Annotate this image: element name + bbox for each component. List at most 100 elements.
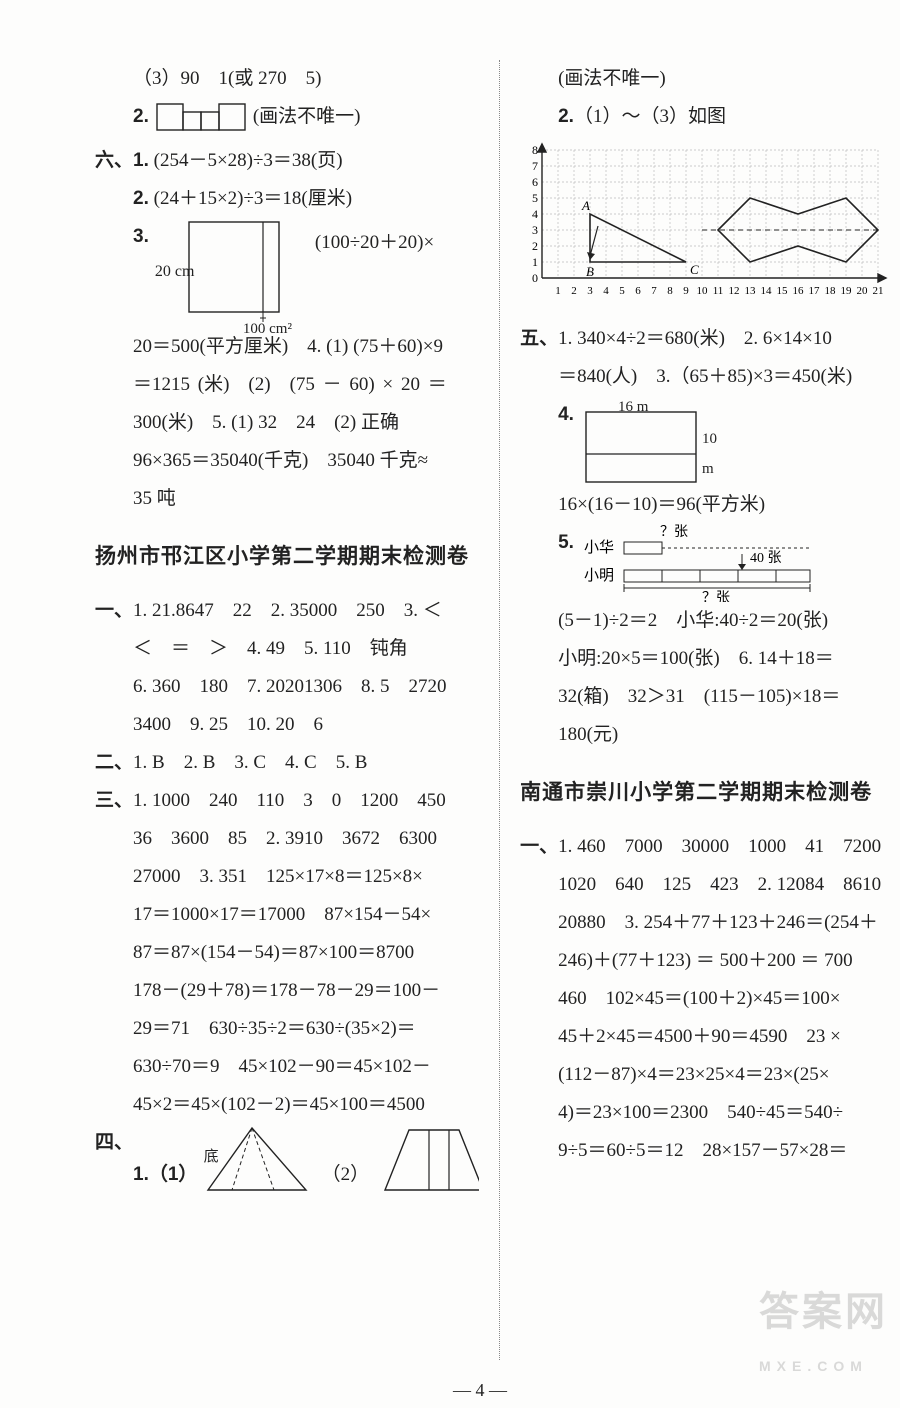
rect-diagram: 16 m 10 m [582, 396, 722, 486]
svg-text:2: 2 [571, 285, 577, 297]
svg-text:12: 12 [729, 285, 740, 297]
svg-text:4: 4 [603, 285, 609, 297]
text: ＜ ＝ ＞ 4. 49 5. 110 钝角 [133, 630, 479, 668]
label: 3. [133, 218, 149, 256]
text: 20880 3. 254＋77＋123＋246＝(254＋ [558, 904, 890, 942]
svg-text:？张: ？张 [660, 524, 688, 540]
grid-figure: A B C 012345678 123456789101112131415161… [520, 142, 890, 312]
text: 29＝71 630÷35÷2＝630÷(35×2)＝ [133, 1010, 479, 1048]
svg-text:21: 21 [873, 285, 884, 297]
area-label: 100 cm² [243, 314, 292, 344]
text: 45＋2×45＝4500＋90＝4590 23 × [558, 1018, 890, 1056]
left-column: （3）90 1(或 270 5) 2. (画法不唯一) 六、 1. 1. (25… [95, 60, 479, 1360]
text: 1. B 2. B 3. C 4. C 5. B [133, 744, 479, 782]
text: (画法不唯一) [520, 60, 890, 98]
text: 1. 340×4÷2＝680(米) 2. 6×14×10 [558, 320, 890, 358]
svg-text:19: 19 [841, 285, 853, 297]
exam-title-nantong: 南通市崇川小学第二学期期末检测卷 [520, 772, 890, 814]
base-label: 底 [204, 1142, 219, 1172]
svg-text:5: 5 [532, 191, 538, 205]
section-one-label-n: 一、 [520, 828, 558, 1170]
text: 16×(16－10)＝96(平方米) [558, 486, 890, 524]
svg-text:20: 20 [857, 285, 869, 297]
label: （2） [322, 1156, 370, 1194]
text: 小明:20×5＝100(张) 6. 14＋18＝ [558, 640, 890, 678]
gridlines [542, 150, 878, 278]
text: 32(箱) 32＞31 (115－105)×18＝ [558, 678, 890, 716]
text: 3400 9. 25 10. 20 6 [133, 706, 479, 744]
text: 6. 360 180 7. 20201306 8. 5 2720 [133, 668, 479, 706]
square-diagram: 20 cm 100 cm² [157, 218, 307, 328]
section-two-label: 二、 [95, 744, 133, 782]
svg-text:3: 3 [587, 285, 593, 297]
section-six-label: 六、 [95, 142, 133, 518]
section-one-label: 一、 [95, 592, 133, 744]
text: 1020 640 125 423 2. 12084 8610 [558, 866, 890, 904]
svg-text:13: 13 [745, 285, 757, 297]
label: 2. [133, 98, 149, 136]
text: 17＝1000×17＝17000 87×154－54× [133, 896, 479, 934]
text: ＝840(人) 3.（65＋85)×3＝450(米) [558, 358, 890, 396]
text: 300(米) 5. (1) 32 24 (2) 正确 [133, 404, 479, 442]
svg-text:0: 0 [532, 271, 538, 285]
section-five-label: 五、 [520, 320, 558, 754]
svg-text:2: 2 [532, 239, 538, 253]
label: 1.（1） [133, 1156, 192, 1194]
svg-text:1: 1 [532, 255, 538, 269]
text: 27000 3. 351 125×17×8＝125×8× [133, 858, 479, 896]
text: 178－(29＋78)＝178－78－29＝100－ [133, 972, 479, 1010]
svg-text:6: 6 [532, 175, 538, 189]
svg-text:7: 7 [532, 159, 538, 173]
text: 1. 1. (254－5×28)÷3＝38(页)(254－5×28)÷3＝38(… [133, 142, 479, 180]
pentomino-shape-icon [155, 102, 247, 132]
svg-text:11: 11 [713, 285, 724, 297]
svg-text:10: 10 [697, 285, 709, 297]
text: 1. 460 7000 30000 1000 41 7200 [558, 828, 890, 866]
text: (5－1)÷2＝2 小华:40÷2＝20(张) [558, 602, 890, 640]
text: 1. 1000 240 110 3 0 1200 450 [133, 782, 479, 820]
triangle-diagram-icon: 底 [202, 1124, 312, 1194]
svg-text:5: 5 [619, 285, 625, 297]
text: 20＝500(平方厘米) 4. (1) (75＋60)×9 [133, 328, 479, 366]
svg-text:6: 6 [635, 285, 641, 297]
section-four-label: 四、 [95, 1124, 133, 1162]
svg-text:4: 4 [532, 207, 538, 221]
text: 460 102×45＝(100＋2)×45＝100× [558, 980, 890, 1018]
page-number: — 4 — [95, 1372, 865, 1408]
trapezoid-diagram-icon [379, 1124, 479, 1194]
text: 1. 21.8647 22 2. 35000 250 3. ＜ [133, 592, 479, 630]
text: 4)＝23×100＝2300 540÷45＝540÷ [558, 1094, 890, 1132]
svg-text:1: 1 [555, 285, 561, 297]
label: 4. [558, 396, 574, 434]
svg-text:9: 9 [683, 285, 689, 297]
right-column: (画法不唯一) 2.（1）～（3）如图 [520, 60, 890, 1360]
svg-text:小华: 小华 [584, 539, 614, 556]
svg-text:14: 14 [761, 285, 773, 297]
svg-text:A: A [581, 198, 590, 213]
text: 2. (24＋15×2)÷3＝18(厘米) [133, 180, 479, 218]
text: 630÷70＝9 45×102－90＝45×102－ [133, 1048, 479, 1086]
text: 96×365＝35040(千克) 35040 千克≈ [133, 442, 479, 480]
svg-text:16: 16 [793, 285, 805, 297]
text: (112－87)×4＝23×25×4＝23×(25× [558, 1056, 890, 1094]
svg-text:17: 17 [809, 285, 821, 297]
text: 246)＋(77＋123) ＝ 500＋200 ＝ 700 [558, 942, 890, 980]
svg-text:15: 15 [777, 285, 789, 297]
svg-text:？张: ？张 [702, 590, 730, 602]
text: 2.（1）～（3）如图 [520, 98, 890, 136]
section-three-label: 三、 [95, 782, 133, 1124]
exam-title-yangzhou: 扬州市邗江区小学第二学期期末检测卷 [95, 536, 479, 578]
svg-text:18: 18 [825, 285, 837, 297]
label: 5. [558, 524, 574, 562]
text: (100÷20＋20)× [315, 224, 434, 262]
bar-diagram: ？张 小华 40 张 小明 ？张 [582, 524, 832, 602]
svg-text:8: 8 [532, 143, 538, 157]
text: 9÷5＝60÷5＝12 28×157－57×28＝ [558, 1132, 890, 1170]
svg-text:40 张: 40 张 [750, 550, 782, 566]
text: 45×2＝45×(102－2)＝45×100＝4500 [133, 1086, 479, 1124]
text: 87＝87×(154－54)＝87×100＝8700 [133, 934, 479, 972]
h-label: 20 cm [155, 256, 195, 288]
text: 36 3600 85 2. 3910 3672 6300 [133, 820, 479, 858]
column-divider [499, 60, 500, 1360]
text: （3）90 1(或 270 5) [95, 60, 479, 98]
